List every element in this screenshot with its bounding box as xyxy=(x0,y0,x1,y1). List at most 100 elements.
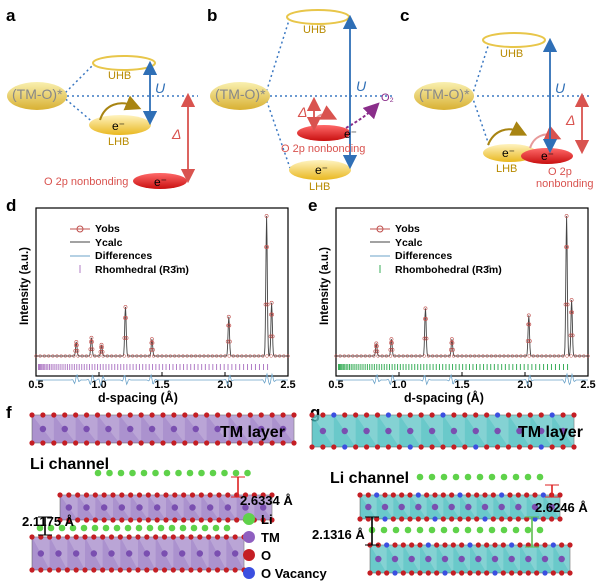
tmo-label-a: (TM-O)* xyxy=(12,86,63,102)
li-atom xyxy=(524,526,532,534)
oxygen-atom xyxy=(55,567,62,573)
oxygen-atom xyxy=(475,542,481,548)
yobs-point xyxy=(90,339,94,344)
octahedron xyxy=(421,415,443,447)
tm-atom xyxy=(118,504,126,511)
oxygen-atom xyxy=(515,492,521,498)
yobs-point xyxy=(498,354,502,358)
oxygen-atom xyxy=(206,534,212,540)
o2p-label-a: O 2p nonbonding xyxy=(44,176,129,188)
oxygen-atom xyxy=(29,440,35,446)
yobs-point xyxy=(114,354,118,358)
tm-atom xyxy=(365,503,372,511)
oxygen-atom xyxy=(365,516,371,522)
yobs-point xyxy=(367,354,372,358)
yobs-point xyxy=(105,354,110,358)
yobs-point xyxy=(380,354,384,358)
tm-atom xyxy=(448,503,455,511)
oxygen-atom xyxy=(269,440,275,446)
oxygen-atom xyxy=(320,412,326,418)
oxygen-atom xyxy=(392,570,398,576)
yobs-point xyxy=(506,354,510,358)
oxygen-atom xyxy=(442,542,448,548)
oxygen-atom xyxy=(171,412,177,418)
structure-f xyxy=(29,412,297,573)
oxygen-atom xyxy=(567,570,573,576)
oxygen-atom xyxy=(38,567,44,573)
panel-a-diagram xyxy=(7,55,198,189)
yobs-point xyxy=(226,314,231,319)
oxygen-atom xyxy=(409,542,415,548)
yobs-point xyxy=(231,354,236,358)
yobs-point xyxy=(88,354,93,358)
tm-atom xyxy=(508,555,515,563)
yobs-point xyxy=(240,354,244,358)
panel-label-e: e xyxy=(308,196,318,215)
yobs-point xyxy=(219,354,223,358)
ycalc-line xyxy=(36,215,288,357)
tm-atom xyxy=(214,425,221,433)
yobs-point xyxy=(561,354,565,358)
oxygen-atom xyxy=(94,412,101,418)
oxygen-atom xyxy=(424,516,430,522)
oxygen-atom xyxy=(170,534,176,540)
li-atom xyxy=(117,469,125,477)
tm-atom xyxy=(153,504,161,511)
vacancy-dot-icon xyxy=(243,567,255,579)
li-atom xyxy=(36,524,44,532)
li-atom xyxy=(452,526,460,534)
oxygen-atom xyxy=(136,517,143,523)
oxygen-atom xyxy=(92,517,98,523)
yobs-point xyxy=(334,354,338,358)
oxygen-atom xyxy=(119,517,125,523)
yobs-point xyxy=(185,354,189,358)
yobs-point xyxy=(477,354,481,358)
yobs-point xyxy=(76,354,80,358)
tm-atom xyxy=(125,550,133,557)
oxygen-atom xyxy=(198,517,204,523)
yobs-point xyxy=(435,354,439,358)
li-atom xyxy=(124,524,132,532)
tm-slab xyxy=(57,492,275,523)
yobs-point xyxy=(235,354,240,358)
oxygen-atom xyxy=(374,516,380,522)
octahedron xyxy=(32,415,54,443)
oxygen-atom xyxy=(467,542,473,548)
delta-label-b: Δ xyxy=(298,104,308,120)
oxygen-atom xyxy=(415,492,421,498)
oxygen-atom xyxy=(534,570,540,576)
yobs-point xyxy=(564,214,569,218)
yobs-point xyxy=(426,354,431,358)
oxygen-atom xyxy=(154,517,160,523)
oxygen-atom xyxy=(457,492,463,498)
o-dot-icon xyxy=(243,549,255,561)
yobs-point xyxy=(270,312,275,317)
oxygen-atom xyxy=(451,412,457,418)
yobs-point xyxy=(282,354,286,358)
oxygen-atom xyxy=(269,412,275,418)
d1-label-f: 2.6334 Å xyxy=(240,493,293,508)
oxygen-atom xyxy=(465,516,471,522)
yobs-point xyxy=(374,344,379,349)
oxygen-atom xyxy=(57,492,63,498)
oxygen-atom xyxy=(309,444,315,450)
li-atom xyxy=(428,473,436,481)
oxygen-atom xyxy=(161,534,168,540)
tm-atom xyxy=(548,503,555,511)
oxygen-atom xyxy=(407,444,413,450)
tmo-label-b: (TM-O)* xyxy=(215,86,266,102)
oxygen-atom xyxy=(117,534,123,540)
oxygen-atom xyxy=(197,567,203,573)
yobs-point xyxy=(150,337,154,342)
electron-lhb-c: e⁻ xyxy=(502,146,516,160)
yobs-point xyxy=(124,336,129,340)
octahedron xyxy=(272,415,294,443)
li-atom xyxy=(80,524,88,532)
oxygen-atom xyxy=(110,517,116,523)
oxygen-atom xyxy=(126,534,132,540)
oxygen-atom xyxy=(549,444,555,450)
yobs-point xyxy=(388,354,393,358)
oxygen-atom xyxy=(465,492,471,498)
li-atom xyxy=(404,526,412,534)
octahedron xyxy=(148,495,166,520)
